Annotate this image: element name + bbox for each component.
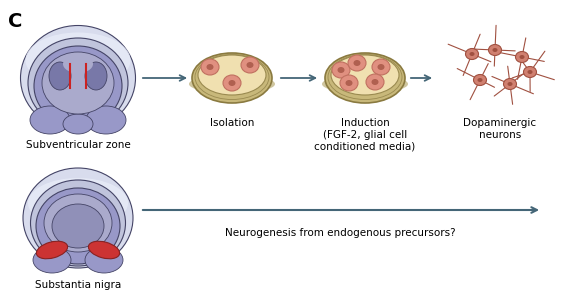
Ellipse shape [192, 53, 272, 103]
Ellipse shape [85, 62, 107, 90]
Text: Dopaminergic
neurons: Dopaminergic neurons [464, 118, 536, 140]
Text: Substantia nigra: Substantia nigra [35, 280, 121, 290]
Ellipse shape [241, 57, 259, 73]
Ellipse shape [201, 59, 219, 75]
Ellipse shape [325, 53, 405, 103]
Ellipse shape [49, 62, 71, 90]
Ellipse shape [23, 168, 133, 268]
Ellipse shape [340, 75, 358, 91]
Ellipse shape [527, 70, 532, 74]
Ellipse shape [85, 247, 123, 273]
Ellipse shape [474, 75, 487, 86]
Ellipse shape [34, 46, 122, 126]
Ellipse shape [33, 247, 71, 273]
Ellipse shape [198, 55, 266, 95]
Ellipse shape [30, 106, 70, 134]
Ellipse shape [492, 48, 497, 52]
Ellipse shape [25, 33, 130, 87]
Ellipse shape [354, 60, 360, 66]
Ellipse shape [337, 67, 345, 73]
Ellipse shape [348, 55, 366, 71]
Ellipse shape [372, 59, 390, 75]
Ellipse shape [504, 79, 517, 90]
Ellipse shape [519, 55, 525, 59]
Ellipse shape [28, 38, 128, 128]
Ellipse shape [42, 52, 114, 114]
Ellipse shape [89, 241, 120, 259]
Ellipse shape [478, 78, 482, 82]
Ellipse shape [223, 75, 241, 91]
Text: C: C [8, 12, 23, 31]
Ellipse shape [28, 178, 128, 228]
Ellipse shape [30, 180, 126, 266]
Text: Subventricular zone: Subventricular zone [25, 140, 130, 150]
Ellipse shape [206, 64, 214, 70]
Ellipse shape [508, 82, 513, 86]
Ellipse shape [44, 194, 112, 252]
Text: Induction
(FGF-2, glial cell
conditioned media): Induction (FGF-2, glial cell conditioned… [314, 118, 416, 151]
Ellipse shape [372, 79, 378, 85]
Ellipse shape [246, 62, 253, 68]
Ellipse shape [488, 45, 501, 56]
Ellipse shape [86, 106, 126, 134]
Ellipse shape [322, 75, 408, 94]
Ellipse shape [469, 52, 474, 56]
Ellipse shape [37, 241, 68, 259]
Ellipse shape [63, 55, 93, 73]
Ellipse shape [228, 80, 236, 86]
Ellipse shape [189, 75, 275, 94]
Ellipse shape [515, 52, 528, 63]
Ellipse shape [377, 64, 385, 70]
Ellipse shape [332, 62, 350, 78]
Ellipse shape [346, 80, 352, 86]
Ellipse shape [366, 74, 384, 90]
Text: Isolation: Isolation [210, 118, 254, 128]
Text: Neurogenesis from endogenous precursors?: Neurogenesis from endogenous precursors? [224, 228, 455, 238]
Ellipse shape [52, 204, 104, 248]
Ellipse shape [465, 49, 478, 60]
Ellipse shape [36, 188, 120, 264]
Ellipse shape [331, 55, 399, 95]
Ellipse shape [63, 114, 93, 134]
Ellipse shape [20, 25, 135, 130]
Ellipse shape [523, 67, 536, 77]
